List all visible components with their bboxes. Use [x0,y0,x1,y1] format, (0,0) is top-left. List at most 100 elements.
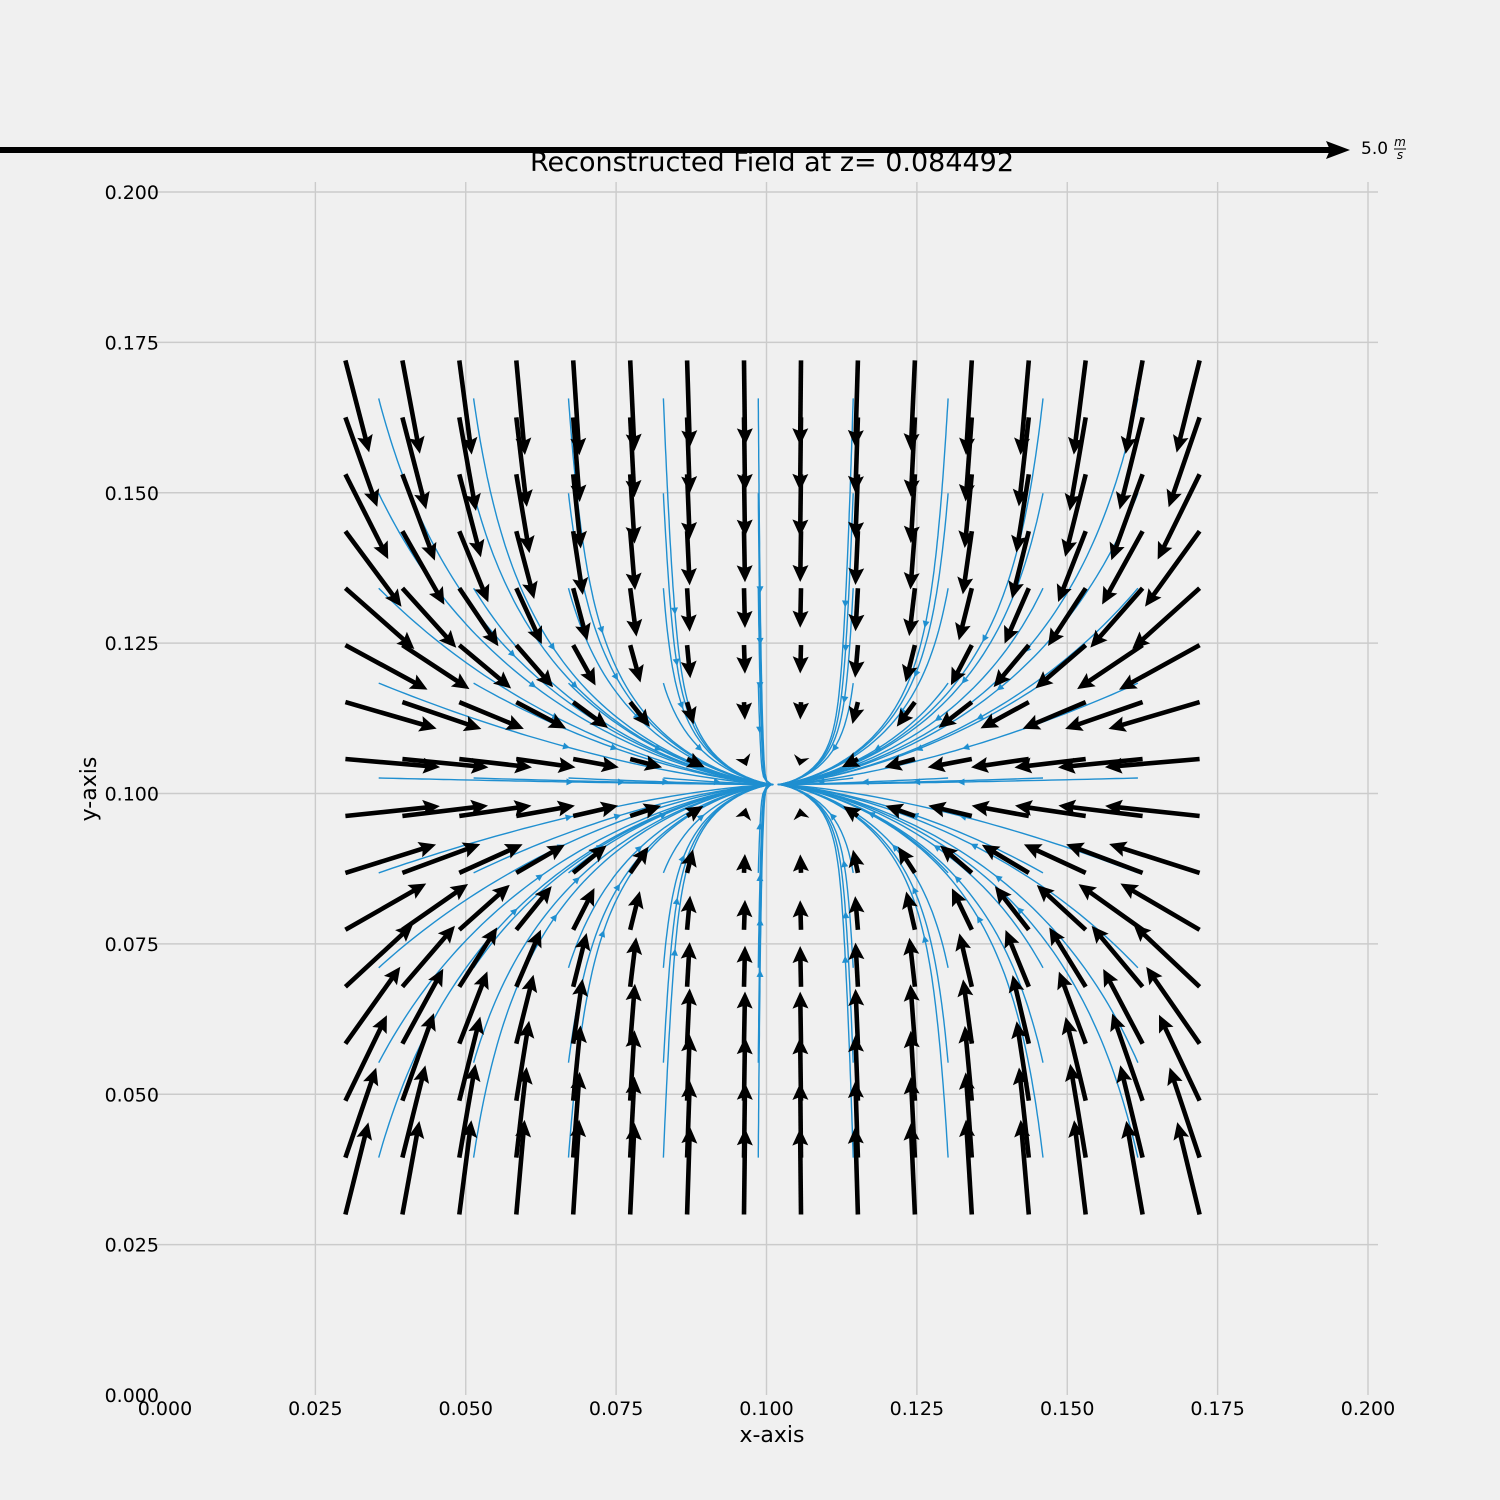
quiver-arrow [993,643,1031,688]
quiver-arrow [1065,699,1144,731]
quiver-arrow-shaft [964,417,975,490]
quiver-arrow-shaft [570,944,586,988]
quiver-arrow-shaft [1019,1131,1032,1215]
quiver-arrow-head [736,610,753,629]
quiver-arrow [343,416,380,507]
quiver-arrow [1109,841,1201,876]
streamline-arrowhead [611,672,619,681]
quiver-key: 5.0 m s [0,135,1406,162]
quiver-arrow-head [417,841,437,858]
quiver-arrow-shaft [853,1046,861,1101]
quiver-arrow [681,1034,698,1101]
quiver-arrow [625,531,642,591]
quiver-arrow-head [903,571,920,590]
quiver-arrow-head [848,567,865,585]
quiver-arrow-shaft [514,587,539,634]
quiver-arrow-head [885,803,905,819]
quiver-arrow-head [903,433,920,451]
streamline-arrowhead [912,886,919,895]
streamline [779,682,949,786]
quiver-arrow-head [418,716,437,732]
quiver-arrow-shaft [400,359,420,443]
quiver-arrow-head [971,757,990,773]
quiver-arrow-shaft [684,644,692,667]
streamline-arrowhead [961,676,969,684]
quiver-arrow-head [684,806,704,822]
quiver-arrow [951,888,974,931]
quiver-arrow-head [625,983,642,1002]
quiver-arrow-shaft [514,473,530,542]
quiver-key-value: 5.0 [1361,139,1388,159]
quiver-arrow [1014,800,1087,819]
quiver-arrow-head [1120,883,1140,900]
quiver-arrow-head [1023,844,1043,859]
quiver-arrow-shaft [570,587,587,630]
streamline [378,783,772,874]
quiver-arrow-shaft [571,897,592,931]
quiver-arrow-head [574,932,591,952]
quiver-arrow-shaft [1033,847,1087,875]
quiver-arrow-head [421,541,437,561]
quiver-arrow-shaft [955,898,974,931]
quiver-arrow-head [1173,1122,1190,1141]
quiver-arrow [1058,799,1143,819]
quiver-arrows [343,359,1202,1216]
quiver-arrow [736,588,753,629]
quiver-arrow [1065,1063,1088,1158]
quiver-arrow [792,588,809,628]
quiver-arrow [344,643,428,690]
quiver-arrow-head [521,974,538,994]
quiver-arrow-head [516,489,533,507]
quiver-arrow-shaft [571,700,600,723]
quiver-arrow-shaft [853,360,861,436]
quiver-arrow-shaft [627,995,637,1044]
quiver-arrow-head [680,614,697,632]
quiver-arrow [1077,643,1144,690]
quiver-arrow-head [1011,534,1027,553]
quiver-arrow [1091,925,1145,989]
quiver-arrow-head [736,428,753,446]
quiver-arrow-head [736,702,753,720]
quiver-arrow-shaft [343,586,407,643]
quiver-arrow-shaft [344,699,426,728]
streamline-arrowhead [634,845,643,853]
quiver-arrow-head [736,853,753,872]
quiver-arrow [680,988,697,1044]
quiver-arrow-head [848,613,865,632]
quiver-arrow-head [363,1067,379,1087]
x-tick-label: 0.025 [288,1398,342,1420]
quiver-arrow [572,801,619,819]
quiver-arrow [736,853,753,874]
quiver-arrow [570,530,589,595]
quiver-arrow-shaft [938,756,973,768]
quiver-arrow [1022,699,1087,730]
quiver-arrow [515,756,576,773]
quiver-arrow-shaft [1069,417,1088,500]
quiver-arrow-head [414,490,430,510]
quiver-arrow-shaft [798,1094,804,1158]
quiver-arrow-shaft [853,1092,861,1158]
quiver-arrow [570,978,589,1045]
quiver-arrow [1159,1014,1202,1102]
quiver-arrow [514,1020,535,1102]
quiver-arrow [400,473,437,561]
quiver-arrow-head [792,900,809,918]
quiver-arrow-shaft [1069,1075,1088,1158]
streamline-arrowhead [892,844,900,852]
quiver-arrow-shaft [627,1134,637,1215]
quiver-arrow [514,473,535,554]
quiver-arrow-shaft [572,806,607,819]
quiver-arrow-head [957,576,974,595]
quiver-arrow-shaft [1043,643,1088,683]
quiver-arrow-head [450,673,470,690]
quiver-arrow-shaft [570,530,584,584]
quiver-arrow [848,588,865,632]
quiver-arrow-shaft [983,805,1030,819]
quiver-arrow-head [681,705,697,725]
quiver-arrow-shaft [402,804,477,819]
quiver-arrow-shaft [684,953,692,987]
quiver-arrow [1061,473,1088,557]
quiver-arrow-shaft [514,985,533,1045]
quiver-arrow-head [395,924,413,942]
quiver-arrow [1008,530,1032,599]
